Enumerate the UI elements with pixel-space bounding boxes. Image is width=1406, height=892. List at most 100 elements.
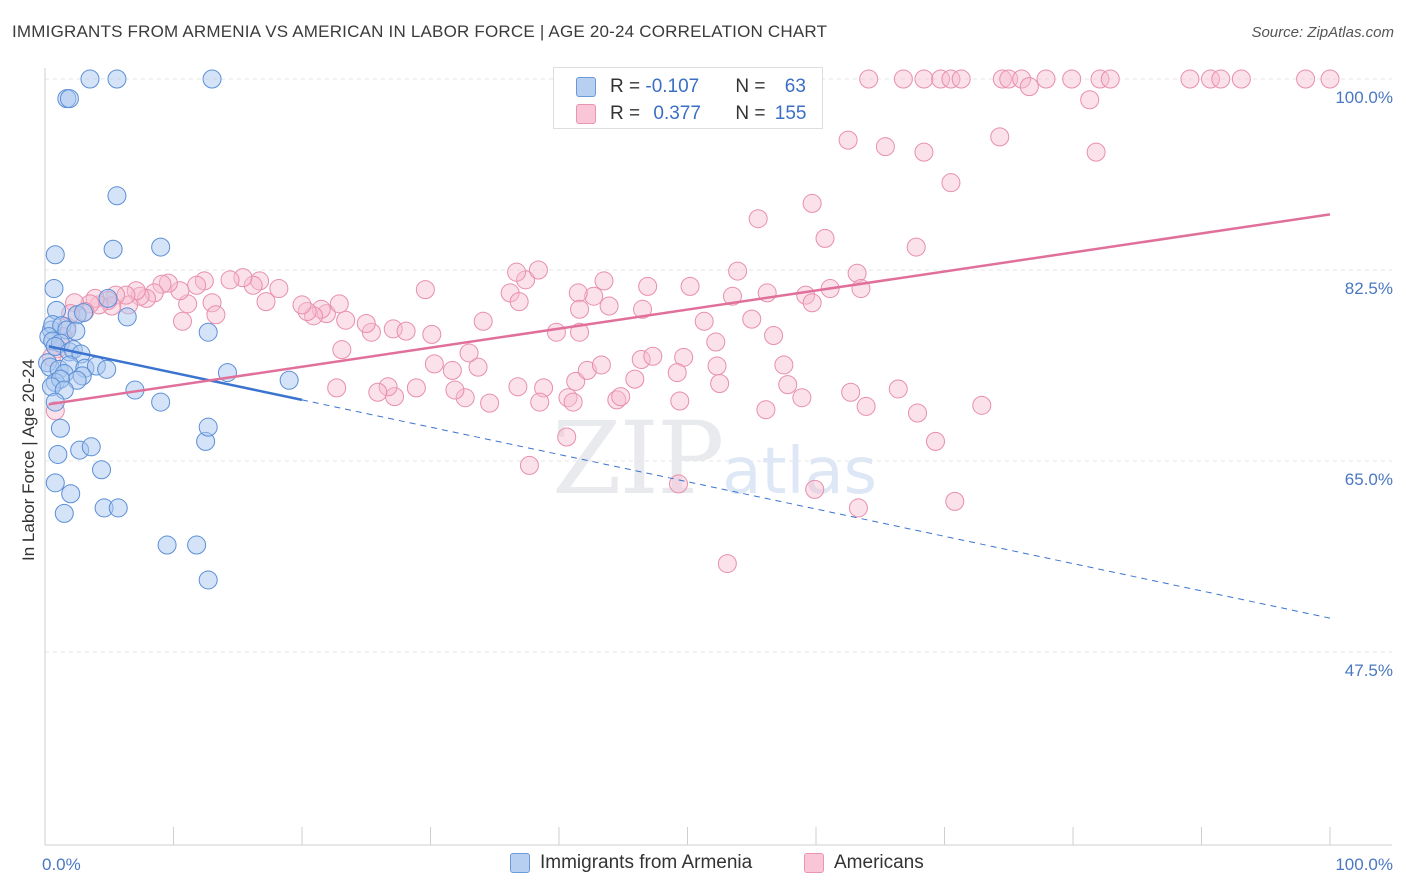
armenia-trend-line bbox=[48, 345, 303, 402]
americans-point bbox=[841, 382, 861, 402]
americans-point bbox=[680, 276, 700, 296]
americans-point bbox=[888, 379, 908, 399]
americans-point bbox=[802, 293, 822, 313]
americans-point bbox=[756, 400, 776, 420]
americans-point bbox=[859, 69, 879, 89]
americans-point bbox=[908, 403, 928, 423]
armenia-point bbox=[279, 370, 299, 390]
americans-point bbox=[631, 349, 651, 369]
americans-point bbox=[694, 311, 714, 331]
armenia-point bbox=[66, 321, 86, 341]
source-label: Source: ZipAtlas.com bbox=[1251, 24, 1394, 41]
americans-point bbox=[838, 130, 858, 150]
americans-point bbox=[764, 325, 784, 345]
americans-point bbox=[311, 299, 331, 319]
armenia-point bbox=[48, 444, 68, 464]
armenia-point bbox=[108, 498, 128, 518]
watermark: ZIPatlas bbox=[552, 400, 877, 517]
americans-point bbox=[670, 391, 690, 411]
americans-point bbox=[269, 279, 289, 299]
armenia-point bbox=[198, 322, 218, 342]
americans-point bbox=[563, 392, 583, 412]
armenia-point bbox=[151, 392, 171, 412]
americans-point bbox=[187, 275, 207, 295]
americans-point bbox=[941, 69, 961, 89]
legend-item-armenia[interactable]: Immigrants from Armenia bbox=[510, 852, 752, 874]
armenia-point bbox=[54, 503, 74, 523]
americans-point bbox=[442, 360, 462, 380]
americans-point bbox=[1036, 69, 1056, 89]
legend-item-americans[interactable]: Americans bbox=[804, 852, 924, 874]
armenia-point bbox=[107, 69, 127, 89]
americans-point bbox=[643, 346, 663, 366]
americans-point bbox=[158, 273, 178, 293]
americans-points bbox=[41, 69, 1340, 574]
armenia-point bbox=[198, 570, 218, 590]
americans-point bbox=[893, 69, 913, 89]
armenia-trend-extension bbox=[301, 399, 1331, 619]
y-tick-label: 47.5% bbox=[1345, 661, 1393, 680]
americans-point bbox=[748, 209, 768, 229]
americans-point bbox=[706, 332, 726, 352]
americans-point bbox=[931, 69, 951, 89]
americans-point bbox=[329, 294, 349, 314]
armenia-point bbox=[157, 535, 177, 555]
y-tick-label: 82.5% bbox=[1345, 279, 1393, 298]
americans-point bbox=[728, 261, 748, 281]
americans-point bbox=[778, 375, 798, 395]
americans-point bbox=[568, 283, 588, 303]
americans-point bbox=[570, 299, 590, 319]
americans-point bbox=[941, 173, 961, 193]
legend-swatch-blue bbox=[510, 853, 530, 873]
armenia-point bbox=[92, 460, 112, 480]
americans-point bbox=[1320, 69, 1340, 89]
americans-point bbox=[792, 388, 812, 408]
americans-point bbox=[875, 137, 895, 157]
armenia-points bbox=[38, 69, 299, 590]
correlation-legend: R = -0.107 N = 63 R = 0.377 N = 155 bbox=[553, 67, 823, 129]
americans-point bbox=[566, 371, 586, 391]
americans-point bbox=[172, 311, 192, 331]
legend-swatch-pink bbox=[576, 104, 596, 124]
americans-point bbox=[607, 390, 627, 410]
legend-swatch-blue bbox=[576, 77, 596, 97]
americans-point bbox=[914, 69, 934, 89]
americans-point bbox=[396, 321, 416, 341]
americans-point bbox=[424, 354, 444, 374]
legend-r-label: R = bbox=[610, 103, 646, 124]
americans-point bbox=[972, 395, 992, 415]
armenia-point bbox=[45, 473, 65, 493]
americans-point bbox=[557, 427, 577, 447]
armenia-point bbox=[81, 437, 101, 457]
armenia-point bbox=[44, 279, 64, 299]
armenia-point bbox=[103, 239, 123, 259]
americans-point bbox=[546, 322, 566, 342]
legend-label-americans: Americans bbox=[834, 852, 924, 873]
armenia-point bbox=[80, 69, 100, 89]
americans-point bbox=[206, 305, 226, 325]
armenia-point bbox=[107, 186, 127, 206]
legend-n-label: N = bbox=[735, 76, 771, 97]
americans-point bbox=[406, 378, 426, 398]
y-tick-label: 100.0% bbox=[1335, 88, 1393, 107]
legend-r-value: -0.107 bbox=[645, 76, 700, 97]
americans-point bbox=[256, 292, 276, 312]
americans-point bbox=[570, 322, 590, 342]
americans-point bbox=[332, 340, 352, 360]
armenia-point bbox=[45, 245, 65, 265]
legend-r-value: 0.377 bbox=[653, 103, 701, 124]
americans-point bbox=[530, 392, 550, 412]
americans-point bbox=[584, 286, 604, 306]
americans-point bbox=[815, 228, 835, 248]
americans-point bbox=[509, 292, 529, 312]
americans-point bbox=[599, 296, 619, 316]
legend-r-label: R = bbox=[610, 76, 646, 97]
americans-point bbox=[707, 356, 727, 376]
americans-point bbox=[591, 355, 611, 375]
americans-point bbox=[528, 260, 548, 280]
americans-point bbox=[594, 271, 614, 291]
americans-point bbox=[638, 276, 658, 296]
americans-point bbox=[710, 374, 730, 394]
americans-point bbox=[1296, 69, 1316, 89]
